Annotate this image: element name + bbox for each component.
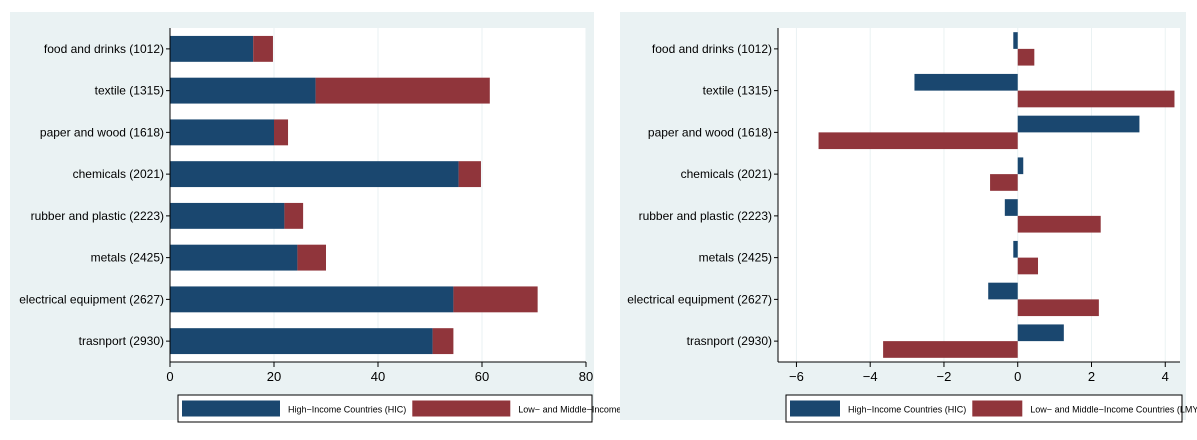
legend-label-lmy: Low− and Middle−Income Countries (LMY) bbox=[1030, 405, 1197, 415]
bar-hic bbox=[988, 282, 1018, 300]
x-tick-label: 2 bbox=[1088, 369, 1095, 384]
bar-hic bbox=[170, 244, 298, 271]
bar-lmy bbox=[818, 132, 1018, 150]
category-label: metals (2425) bbox=[699, 251, 772, 265]
x-tick-label: 4 bbox=[1162, 369, 1169, 384]
bar-lmy bbox=[1017, 48, 1035, 66]
category-label: electrical equipment (2627) bbox=[19, 292, 164, 306]
bar-lmy bbox=[315, 77, 490, 104]
category-label: food and drinks (1012) bbox=[44, 42, 164, 56]
bar-hic bbox=[170, 286, 454, 313]
bar-lmy bbox=[990, 174, 1018, 191]
bar-hic bbox=[1004, 199, 1018, 216]
bar-hic bbox=[170, 161, 459, 188]
x-tick-label: 0 bbox=[166, 369, 173, 384]
x-tick-label: 0 bbox=[1014, 369, 1021, 384]
legend-swatch-lmy bbox=[972, 400, 1023, 417]
category-label: trasnport (2930) bbox=[687, 334, 772, 348]
bar-hic bbox=[1013, 32, 1018, 49]
legend-swatch-hic bbox=[182, 400, 280, 417]
bar-lmy bbox=[274, 119, 289, 146]
category-label: chemicals (2021) bbox=[73, 167, 164, 181]
bar-lmy bbox=[883, 341, 1018, 358]
x-tick-label: −2 bbox=[937, 369, 952, 384]
category-label: chemicals (2021) bbox=[681, 167, 772, 181]
legend-label-lmy: Low− and Middle−Income Countries (LMY) bbox=[518, 405, 689, 415]
category-label: food and drinks (1012) bbox=[652, 42, 772, 56]
bar-lmy bbox=[1017, 299, 1099, 317]
bar-hic bbox=[170, 35, 254, 62]
legend: High−Income Countries (HIC) Low− and Midd… bbox=[177, 394, 689, 423]
category-label: paper and wood (1618) bbox=[40, 125, 164, 139]
bar-hic bbox=[1017, 324, 1064, 342]
bar-lmy bbox=[1017, 215, 1101, 233]
bar-lmy bbox=[284, 202, 304, 229]
bar-lmy bbox=[253, 35, 273, 62]
legend: High−Income Countries (HIC) Low− and Midd… bbox=[785, 394, 1197, 423]
category-label: rubber and plastic (2223) bbox=[639, 209, 772, 223]
bar-hic bbox=[170, 77, 316, 104]
chart-panel-2: food and drinks (1012) textile (1315) pape… bbox=[620, 12, 1197, 423]
bar-hic bbox=[170, 202, 285, 229]
bar-hic bbox=[1013, 240, 1018, 258]
category-label: trasnport (2930) bbox=[79, 334, 164, 348]
legend-swatch-hic bbox=[790, 400, 840, 417]
legend-label-hic: High−Income Countries (HIC) bbox=[848, 405, 966, 415]
bar-lmy bbox=[453, 286, 538, 313]
x-tick-label: 40 bbox=[371, 369, 385, 384]
bar-lmy bbox=[1017, 90, 1175, 108]
chart-panel-1: food and drinks (1012) textile (1315) pape… bbox=[10, 12, 689, 423]
category-label: metals (2425) bbox=[91, 251, 164, 265]
x-tick-label: 20 bbox=[267, 369, 281, 384]
x-tick-label: −4 bbox=[863, 369, 878, 384]
category-label: textile (1315) bbox=[95, 84, 164, 98]
bar-hic bbox=[170, 119, 274, 146]
bar-lmy bbox=[1017, 257, 1039, 275]
bar-lmy bbox=[432, 328, 454, 355]
x-tick-label: 80 bbox=[579, 369, 593, 384]
category-label: electrical equipment (2627) bbox=[627, 292, 772, 306]
bar-hic bbox=[1017, 115, 1140, 133]
x-tick-label: 60 bbox=[475, 369, 489, 384]
bar-lmy bbox=[297, 244, 326, 271]
bar-hic bbox=[170, 328, 433, 355]
legend-swatch-lmy bbox=[412, 400, 511, 417]
bar-hic bbox=[914, 73, 1018, 91]
bar-lmy bbox=[458, 161, 481, 188]
bar-hic bbox=[1017, 157, 1024, 175]
category-label: textile (1315) bbox=[703, 84, 772, 98]
category-label: rubber and plastic (2223) bbox=[31, 209, 164, 223]
legend-label-hic: High−Income Countries (HIC) bbox=[288, 405, 406, 415]
category-label: paper and wood (1618) bbox=[648, 125, 772, 139]
x-tick-label: −6 bbox=[789, 369, 804, 384]
